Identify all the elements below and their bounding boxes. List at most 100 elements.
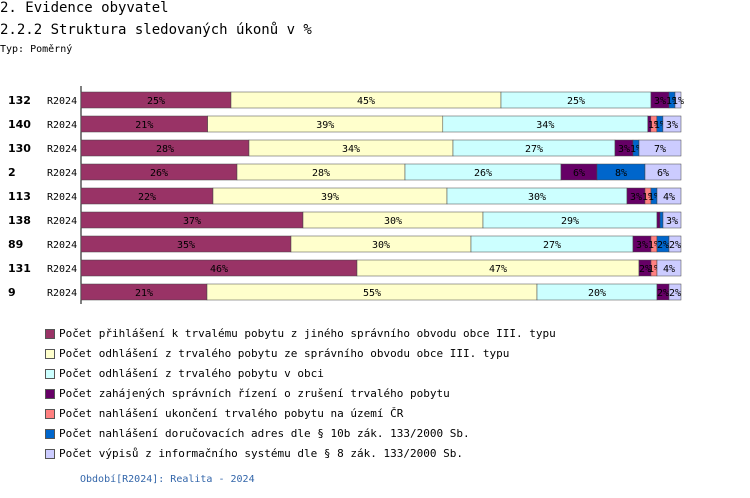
bar-segment-label: 27% xyxy=(543,240,561,251)
row-id-label: 2 xyxy=(8,166,16,179)
row-period-label: R2024 xyxy=(47,144,77,155)
bar-segment-label: 22% xyxy=(138,192,156,203)
bar-segment-label: 25% xyxy=(567,96,585,107)
page-title: 2. Evidence obyvatel xyxy=(0,0,169,16)
legend-swatch xyxy=(45,349,55,359)
bar-segment-label: 1% xyxy=(648,240,660,251)
bar-segment-label: 30% xyxy=(384,216,402,227)
bar-segment-label: 55% xyxy=(363,288,381,299)
bar-segment-label: 26% xyxy=(474,168,492,179)
legend-label: Počet výpisů z informačního systému dle … xyxy=(59,447,463,460)
bar-segment-label: 39% xyxy=(316,120,334,131)
row-id-label: 89 xyxy=(8,238,23,251)
bar-segment xyxy=(668,235,682,253)
bar-segment xyxy=(659,211,664,229)
bar-segment-label: 34% xyxy=(536,120,554,131)
bar-segment-label: 21% xyxy=(135,120,153,131)
legend-label: Počet odhlášení z trvalého pobytu ze spr… xyxy=(59,347,510,360)
row-period-label: R2024 xyxy=(47,96,77,107)
bar-segment-label: 34% xyxy=(342,144,360,155)
bar-segment-label: 1% xyxy=(666,96,678,107)
legend-label: Počet odhlášení z trvalého pobytu v obci xyxy=(59,367,324,380)
bar-segment-label: 1% xyxy=(642,192,654,203)
bar-segment-label: 1% xyxy=(672,96,684,107)
chart-type-label: Typ: Poměrný xyxy=(0,44,73,55)
legend-label: Počet přihlášení k trvalému pobytu z jin… xyxy=(59,327,556,340)
bar-segment-label: 1% xyxy=(648,192,660,203)
bar-segment xyxy=(656,187,682,205)
row-id-label: 138 xyxy=(8,214,31,227)
bar-segment-label: 3% xyxy=(666,120,678,131)
bar-segment-label: 35% xyxy=(177,240,195,251)
bar-segment-label: 4% xyxy=(663,192,675,203)
bar-segment-label: 1% xyxy=(648,264,660,275)
period-footer: Období[R2024]: Realita - 2024 xyxy=(80,474,255,485)
row-period-label: R2024 xyxy=(47,264,77,275)
bar-segment-label: 2% xyxy=(669,240,681,251)
bar-segment-label: 28% xyxy=(312,168,330,179)
bar-segment xyxy=(668,283,682,301)
bar-segment-label: 3% xyxy=(630,192,642,203)
row-period-label: R2024 xyxy=(47,288,77,299)
bar-segment-label: 7% xyxy=(654,144,666,155)
bar-segment-label: 20% xyxy=(588,288,606,299)
bar-segment xyxy=(656,211,661,229)
row-id-label: 132 xyxy=(8,94,31,107)
legend-swatch xyxy=(45,369,55,379)
row-period-label: R2024 xyxy=(47,168,77,179)
row-period-label: R2024 xyxy=(47,120,77,131)
row-period-label: R2024 xyxy=(47,216,77,227)
bar-segment-label: 27% xyxy=(525,144,543,155)
row-period-label: R2024 xyxy=(47,192,77,203)
bar-segment-label: 37% xyxy=(183,216,201,227)
bar-segment-label: 2% xyxy=(657,288,669,299)
bar-segment-label: 1% xyxy=(630,144,642,155)
row-period-label: R2024 xyxy=(47,240,77,251)
bar-segment-label: 8% xyxy=(615,168,627,179)
legend-swatch xyxy=(45,329,55,339)
legend-label: Počet nahlášení doručovacích adres dle §… xyxy=(59,427,470,440)
bar-segment-label: 30% xyxy=(528,192,546,203)
bar-segment-label: 4% xyxy=(663,264,675,275)
bar-segment-label: 47% xyxy=(489,264,507,275)
bar-segment xyxy=(644,163,682,181)
bar-segment-label: 1% xyxy=(654,120,666,131)
legend-label: Počet zahájených správních řízení o zruš… xyxy=(59,387,450,400)
row-id-label: 113 xyxy=(8,190,31,203)
bar-segment xyxy=(662,115,682,133)
bar-segment-label: 28% xyxy=(156,144,174,155)
legend-swatch xyxy=(45,429,55,439)
stacked-bar-chart: 132 R2024 25% 45% 25% 3% 1%1%140 R2024 21% 39% 34%… xyxy=(8,86,684,304)
bar-segment-label: 39% xyxy=(321,192,339,203)
row-id-label: 131 xyxy=(8,262,31,275)
row-id-label: 130 xyxy=(8,142,31,155)
bar-segment xyxy=(656,259,682,277)
bar-segment xyxy=(638,139,682,157)
bar-segment-label: 1% xyxy=(648,120,660,131)
bar-segment-label: 21% xyxy=(135,288,153,299)
bar-segment-label: 2% xyxy=(639,264,651,275)
bar-segment-label: 2% xyxy=(657,240,669,251)
bar-segment-label: 3% xyxy=(618,144,630,155)
bar-segment-label: 45% xyxy=(357,96,375,107)
row-id-label: 140 xyxy=(8,118,31,131)
legend-swatch xyxy=(45,389,55,399)
bar-segment-label: 3% xyxy=(666,216,678,227)
legend-label: Počet nahlášení ukončení trvalého pobytu… xyxy=(59,407,404,420)
bar-segment xyxy=(674,91,682,109)
bar-segment-label: 6% xyxy=(657,168,669,179)
bar-segment-label: 3% xyxy=(654,96,666,107)
bar-segment-label: 6% xyxy=(573,168,585,179)
chart-title: 2.2.2 Struktura sledovaných úkonů v % xyxy=(0,22,312,38)
bar-segment-label: 2% xyxy=(669,288,681,299)
bar-segment-label: 30% xyxy=(372,240,390,251)
bar-segment-label: 26% xyxy=(150,168,168,179)
bar-segment-label: 25% xyxy=(147,96,165,107)
bar-segment-label: 29% xyxy=(561,216,579,227)
bar-segment-label: 46% xyxy=(210,264,228,275)
legend-swatch xyxy=(45,409,55,419)
row-id-label: 9 xyxy=(8,286,16,299)
bar-segment xyxy=(662,211,682,229)
legend-swatch xyxy=(45,449,55,459)
bar-segment-label: 3% xyxy=(636,240,648,251)
